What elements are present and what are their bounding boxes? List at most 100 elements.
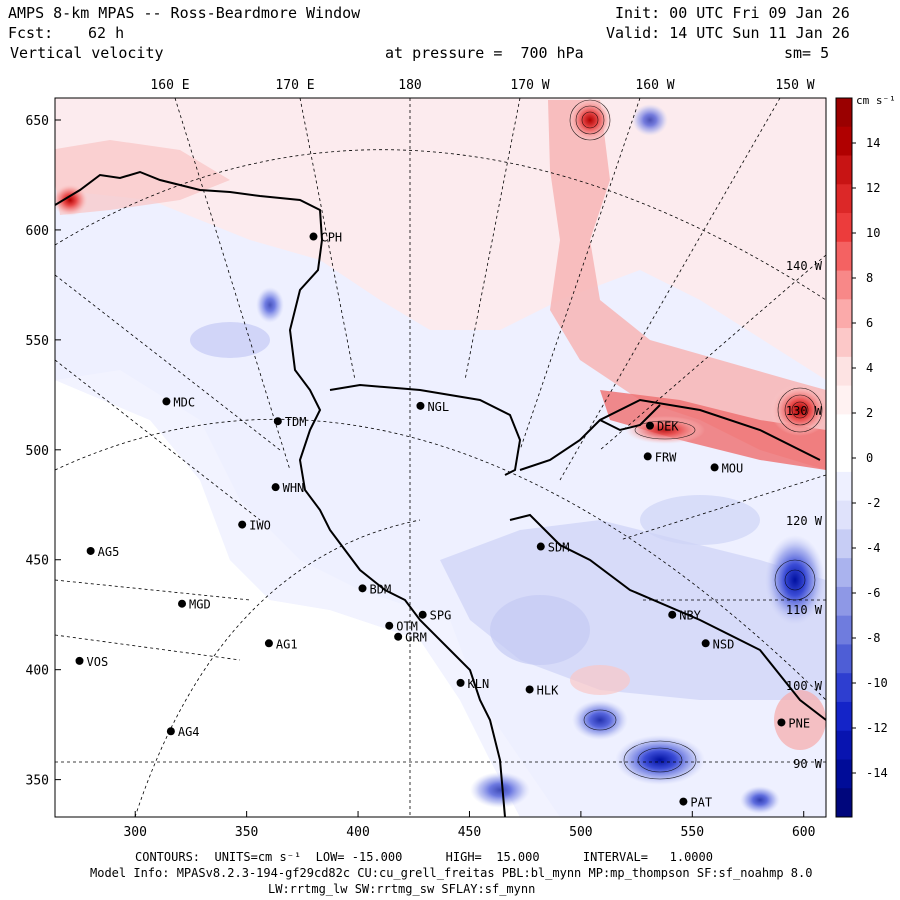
x-tick-label: 500 — [569, 825, 592, 840]
y-tick-label: 400 — [26, 664, 49, 679]
colorbar-unit: cm s⁻¹ — [856, 94, 896, 107]
station-marker-whn — [271, 483, 280, 492]
station-marker-bdm — [358, 584, 367, 593]
forecast-label: Fcst: — [8, 24, 54, 42]
colorbar-swatch — [836, 213, 852, 243]
y-tick-label: 500 — [26, 444, 49, 459]
station-marker-hlk — [525, 685, 534, 694]
station-marker-pat — [679, 797, 688, 806]
station-marker-ag4 — [166, 727, 175, 736]
longitude-label: 180 — [398, 78, 421, 93]
station-label-vos: VOS — [87, 655, 109, 669]
colorbar-swatch — [836, 615, 852, 645]
station-marker-iwo — [238, 520, 247, 529]
station-marker-otm — [385, 621, 394, 630]
x-tick-label: 400 — [346, 825, 369, 840]
contour-info: CONTOURS: UNITS=cm s⁻¹ LOW= -15.000 HIGH… — [135, 850, 713, 864]
station-marker-pne — [777, 718, 786, 727]
colorbar-swatch — [836, 184, 852, 214]
model-info-physics: LW:rrtmg_lw SW:rrtmg_sw SFLAY:sf_mynn — [268, 882, 536, 896]
longitude-label: 160 E — [150, 78, 189, 93]
colorbar-swatch — [836, 500, 852, 530]
station-label-pat: PAT — [690, 796, 712, 810]
station-label-frw: FRW — [655, 450, 677, 464]
colorbar-label: -12 — [866, 721, 888, 735]
forecast-hour: 62 h — [88, 24, 125, 42]
station-marker-mdc — [162, 397, 171, 406]
smoothing: sm= 5 — [784, 44, 830, 62]
colorbar-label: 8 — [866, 271, 873, 285]
station-marker-cph — [309, 232, 318, 241]
station-label-spg: SPG — [430, 609, 452, 623]
colorbar-swatch — [836, 701, 852, 732]
station-label-ngl: NGL — [427, 400, 449, 414]
pressure-level: at pressure = 700 hPa — [385, 44, 584, 62]
colorbar-swatch — [836, 414, 852, 444]
colorbar-swatch — [836, 98, 852, 128]
inner-longitude-label: 140 W — [786, 259, 823, 273]
station-marker-frw — [643, 452, 652, 461]
station-label-ag5: AG5 — [98, 545, 120, 559]
station-label-dek: DEK — [657, 420, 679, 434]
x-tick-label: 450 — [458, 825, 481, 840]
station-marker-ag1 — [264, 639, 273, 648]
station-marker-mou — [710, 463, 719, 472]
station-label-mou: MOU — [722, 461, 744, 475]
colorbar-swatch — [836, 385, 852, 415]
x-tick-label: 300 — [123, 825, 146, 840]
colorbar-swatch — [836, 356, 852, 387]
inner-longitude-label: 100 W — [786, 679, 823, 693]
station-marker-tdm — [273, 417, 282, 426]
colorbar-swatch — [836, 586, 852, 617]
colorbar: cm s⁻¹ 14 12 10 8 6 4 2 0 -2 -4 -6 -8 -10 -12 -14 — [835, 94, 896, 818]
station-label-nby: NBY — [679, 609, 701, 623]
colorbar-swatch — [836, 673, 852, 703]
colorbar-label: 12 — [866, 181, 880, 195]
station-label-whn: WHN — [283, 481, 305, 495]
longitude-label: 160 W — [635, 78, 674, 93]
colorbar-swatch — [836, 759, 852, 789]
x-tick-label: 550 — [681, 825, 704, 840]
station-marker-ngl — [416, 401, 425, 410]
station-label-mdc: MDC — [173, 395, 195, 409]
colorbar-swatch — [836, 558, 852, 588]
station-label-tdm: TDM — [285, 415, 307, 429]
station-marker-spg — [418, 610, 427, 619]
colorbar-swatch — [836, 155, 852, 185]
valid-time: Valid: 14 UTC Sun 11 Jan 26 — [606, 24, 850, 42]
y-tick-label: 600 — [26, 224, 49, 239]
longitude-label: 170 E — [275, 78, 314, 93]
y-tick-label: 450 — [26, 554, 49, 569]
longitude-label: 150 W — [775, 78, 814, 93]
colorbar-label: -8 — [866, 631, 880, 645]
colorbar-label: -10 — [866, 676, 888, 690]
colorbar-label: 14 — [866, 136, 880, 150]
station-marker-mgd — [178, 599, 187, 608]
inner-longitude-label: 120 W — [786, 514, 823, 528]
station-marker-dek — [645, 421, 654, 430]
station-label-hlk: HLK — [537, 683, 559, 697]
station-label-kln: KLN — [468, 677, 490, 691]
colorbar-swatch — [836, 241, 852, 272]
station-label-otm: OTM — [396, 620, 418, 634]
colorbar-swatch — [836, 328, 852, 358]
station-label-grm: GRM — [405, 631, 427, 645]
station-label-ag1: AG1 — [276, 637, 298, 651]
colorbar-label: -2 — [866, 496, 880, 510]
colorbar-swatch — [836, 299, 852, 329]
colorbar-label: 4 — [866, 361, 873, 375]
colorbar-label: -14 — [866, 766, 888, 780]
colorbar-label: 2 — [866, 406, 873, 420]
x-tick-label: 350 — [235, 825, 258, 840]
colorbar-label: -6 — [866, 586, 880, 600]
field-name: Vertical velocity — [10, 44, 164, 62]
station-marker-ag5 — [86, 546, 95, 555]
station-marker-kln — [456, 678, 465, 687]
colorbar-swatch — [836, 644, 852, 674]
station-label-mgd: MGD — [189, 598, 211, 612]
colorbar-swatch — [836, 471, 852, 502]
colorbar-label: 6 — [866, 316, 873, 330]
colorbar-swatch — [836, 730, 852, 760]
colorbar-label: -4 — [866, 541, 880, 555]
